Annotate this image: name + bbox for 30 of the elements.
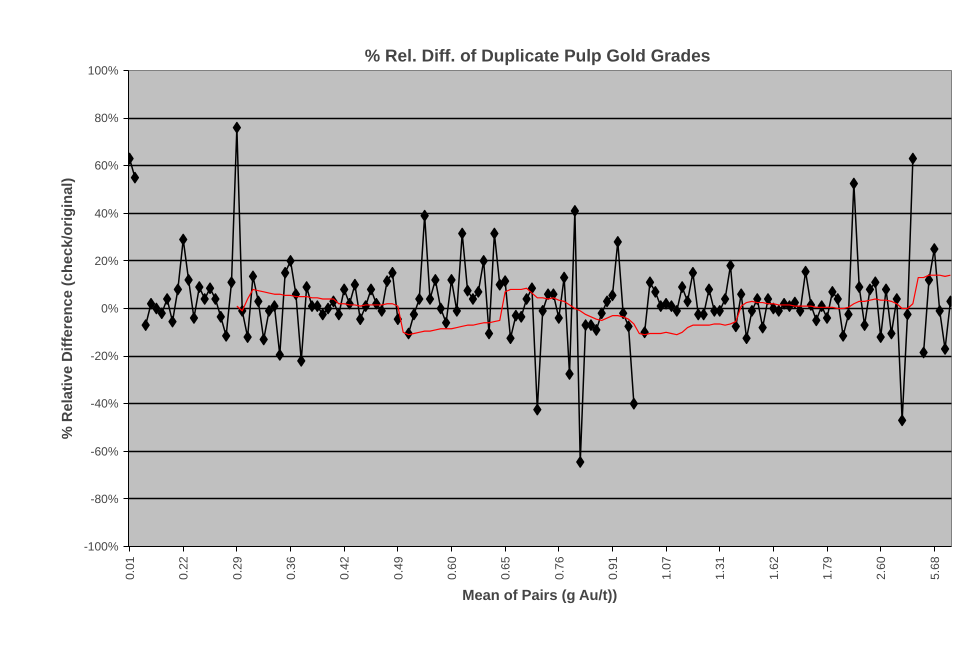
x-tick-label: 0.49	[391, 556, 406, 580]
y-tick-label: 40%	[94, 206, 119, 220]
x-tick-label: 5.68	[928, 556, 942, 580]
x-tick-label: 0.65	[498, 556, 513, 580]
y-tick-label: 60%	[94, 158, 119, 173]
x-tick-label: 1.07	[660, 556, 674, 580]
x-tick-label: 0.60	[444, 556, 459, 580]
x-tick-label: 0.42	[338, 556, 352, 580]
chart-title: % Rel. Diff. of Duplicate Pulp Gold Grades	[364, 46, 710, 66]
x-tick-label: 0.22	[176, 556, 191, 580]
x-tick-label: 0.01	[123, 556, 138, 580]
y-tick-label: -40%	[90, 396, 119, 411]
y-tick-label: -100%	[84, 540, 119, 554]
y-tick-label: 80%	[94, 111, 119, 126]
x-tick-label: 0.29	[230, 556, 244, 580]
x-tick-label: 1.62	[766, 556, 781, 580]
y-tick-label: -60%	[90, 444, 119, 458]
x-tick-label: 0.91	[606, 556, 620, 580]
y-tick-label: 0%	[101, 302, 119, 316]
y-axis-title: % Relative Difference (check/original)	[60, 178, 76, 440]
x-axis-title: Mean of Pairs (g Au/t))	[462, 588, 618, 604]
y-tick-label: -20%	[90, 349, 119, 364]
y-tick-label: 100%	[88, 64, 119, 78]
x-tick-label: 0.36	[284, 556, 298, 580]
x-tick-label: 2.60	[874, 556, 888, 580]
x-tick-label: 0.76	[552, 556, 566, 580]
x-tick-label: 1.31	[713, 556, 728, 580]
x-tick-label: 1.79	[820, 556, 835, 580]
y-tick-label: 20%	[94, 254, 119, 268]
y-tick-label: -80%	[90, 492, 119, 506]
